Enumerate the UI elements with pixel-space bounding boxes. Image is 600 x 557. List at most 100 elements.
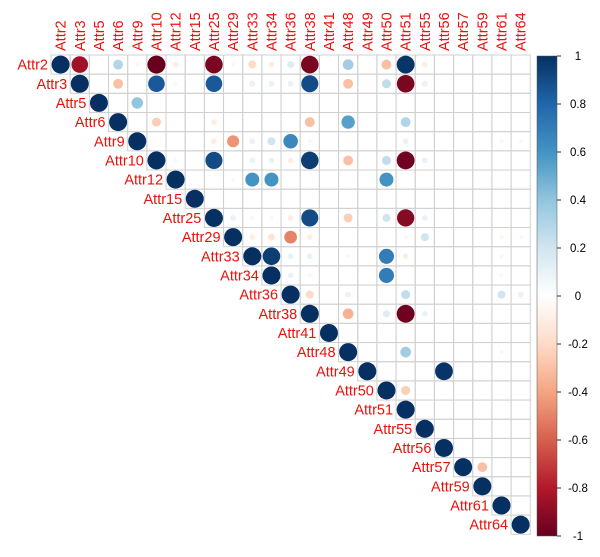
col-label-attr36: Attr36 [284,12,300,51]
row-label-attr12: Attr12 [124,173,163,189]
corr-circle-attr51-attr51 [396,400,415,419]
corr-circle-attr38-attr51 [396,304,415,323]
grid-cell [395,92,416,114]
label-layer: Attr2 Attr3 Attr5 Attr6 Attr9 Attr10 Attr12 Att… [17,12,529,533]
grid-cell [357,169,378,190]
corr-circle-attr9-attr61 [499,139,504,144]
grid-cell [318,284,340,305]
corr-circle-attr10-attr10 [147,151,166,170]
corr-circle-attr57-attr57 [454,458,473,477]
grid-cell [433,284,455,305]
grid-cell [510,73,531,94]
grid-cell [414,284,435,305]
grid-cell [357,322,378,344]
grid-cell [491,399,512,420]
grid-cell [414,265,435,286]
grid-cell [433,207,455,229]
grid-cell [453,92,474,114]
grid-cell [261,112,282,133]
circle-layer [51,55,530,534]
grid-cell [472,322,493,344]
row-label-attr36: Attr36 [239,288,278,304]
grid-cell [299,188,320,209]
grid-cell [357,73,378,94]
grid-cell [184,150,205,171]
corr-circle-attr10-attr50 [381,155,391,165]
corr-circle-attr3-attr50 [381,79,391,89]
grid-cell [472,380,493,401]
corr-circle-attr57-attr59 [477,462,488,473]
corr-circle-attr2-attr36 [287,61,295,69]
grid-cell [376,227,397,248]
grid-cell [472,303,493,324]
corr-circle-attr9-attr9 [128,132,147,151]
row-label-attr2: Attr2 [17,58,48,74]
col-label-attr12: Attr12 [169,12,185,51]
grid-cell [184,169,205,190]
grid-cell [338,265,359,286]
grid-cell [472,169,493,190]
corr-circle-attr34-attr36 [287,272,294,279]
grid-cell [165,92,186,114]
grid-cell [203,188,225,209]
grid-cell [357,246,378,267]
col-label-attr2: Attr2 [54,20,70,51]
grid-cell [510,112,531,133]
grid-cell [472,207,493,229]
grid-cell [127,112,148,133]
row-label-attr33: Attr33 [201,249,240,265]
colorbar-tick-label: -1 [573,531,583,543]
col-label-attr5: Attr5 [92,20,108,51]
corr-circle-attr49-attr49 [358,362,377,381]
col-label-attr59: Attr59 [475,12,491,51]
grid-cell [414,131,435,152]
grid-cell [165,112,186,133]
colorbar-gradient [536,55,558,537]
grid-cell [318,112,340,133]
grid-cell [453,303,474,324]
grid-cell [280,188,301,209]
corr-circle-attr48-attr51 [400,346,411,358]
grid-cell [318,150,340,171]
corr-circle-attr2-attr55 [421,61,428,68]
corr-circle-attr2-attr48 [342,59,354,70]
grid-cell [88,73,110,94]
grid-cell [357,150,378,171]
corr-circle-attr9-attr33 [249,138,256,145]
grid-cell [357,92,378,114]
grid-cell [472,54,493,75]
grid-cell [453,322,474,344]
corr-circle-attr3-attr6 [113,78,124,89]
grid-cell [108,92,129,114]
col-label-attr29: Attr29 [226,12,242,51]
corr-circle-attr2-attr9 [135,62,140,67]
grid-cell [453,361,474,382]
grid-cell [433,188,455,209]
grid-cell [472,418,493,439]
corr-circle-attr38-attr48 [342,308,354,320]
grid-cell [318,131,340,152]
grid-cell [318,54,340,75]
corr-circle-attr10-attr25 [205,151,223,169]
grid-cell [146,131,167,152]
grid-cell [414,188,435,209]
grid-cell [261,188,282,209]
grid-cell [357,342,378,363]
corr-circle-attr10-attr34 [268,157,275,164]
grid-cell [491,188,512,209]
grid-cell [433,418,455,439]
grid-cell [357,188,378,209]
corr-circle-attr9-attr64 [518,139,523,144]
corr-circle-attr3-attr51 [396,74,415,93]
col-label-attr9: Attr9 [130,20,146,51]
grid-cell [510,188,531,209]
grid-cell [338,227,359,248]
grid-cell [414,322,435,344]
grid-cell [453,437,474,459]
corr-circle-attr49-attr56 [435,362,453,381]
corr-circle-attr36-attr36 [281,285,300,304]
grid-cell [318,73,340,94]
grid-cell [491,112,512,133]
row-label-attr25: Attr25 [163,211,202,227]
row-label-attr15: Attr15 [144,192,183,208]
